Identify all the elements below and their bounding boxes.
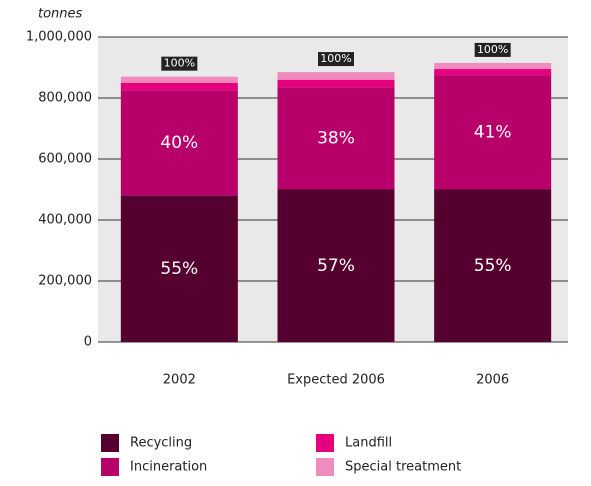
segment-label: 38% xyxy=(317,128,355,148)
total-label: 100% xyxy=(164,57,195,70)
y-tick-label: 1,000,000 xyxy=(26,30,92,45)
legend-label: Recycling xyxy=(130,436,192,451)
segment-label: 57% xyxy=(317,256,355,276)
legend-label: Incineration xyxy=(130,460,207,475)
y-tick-label: 200,000 xyxy=(38,274,92,289)
bar-segment xyxy=(434,69,552,76)
bar-segment xyxy=(277,72,395,80)
total-label-box xyxy=(318,52,354,67)
bar-segment xyxy=(434,189,552,342)
legend-swatch xyxy=(101,458,119,476)
y-tick-label: 0 xyxy=(84,335,92,350)
legend-swatch xyxy=(101,434,119,452)
bar-segment xyxy=(277,189,395,342)
bar-segment xyxy=(120,90,238,196)
bar-segment xyxy=(120,195,238,342)
legend-label: Landfill xyxy=(345,436,392,451)
total-label: 100% xyxy=(477,43,508,56)
bar-segment xyxy=(277,79,395,88)
legend-label: Special treatment xyxy=(345,460,461,475)
bar-segment xyxy=(120,76,238,83)
total-label-box xyxy=(161,56,198,71)
segment-label: 41% xyxy=(474,122,512,142)
x-tick-label: 2006 xyxy=(476,373,509,388)
legend-swatch xyxy=(316,434,334,452)
y-tick-label: 800,000 xyxy=(38,91,92,106)
bar-segment xyxy=(277,87,395,190)
total-label-box xyxy=(474,42,511,57)
segment-label: 40% xyxy=(160,133,198,153)
y-axis-label: tonnes xyxy=(38,7,83,22)
bar-segment xyxy=(434,75,552,190)
bar-segment xyxy=(120,82,238,91)
x-tick-label: 2002 xyxy=(163,373,196,388)
y-tick-label: 400,000 xyxy=(38,213,92,228)
total-label: 100% xyxy=(320,52,351,65)
segment-label: 55% xyxy=(160,259,198,279)
segment-label: 55% xyxy=(474,256,512,276)
legend-swatch xyxy=(316,458,334,476)
bar-segment xyxy=(434,62,552,70)
y-tick-label: 600,000 xyxy=(38,152,92,167)
x-tick-label: Expected 2006 xyxy=(287,373,385,388)
